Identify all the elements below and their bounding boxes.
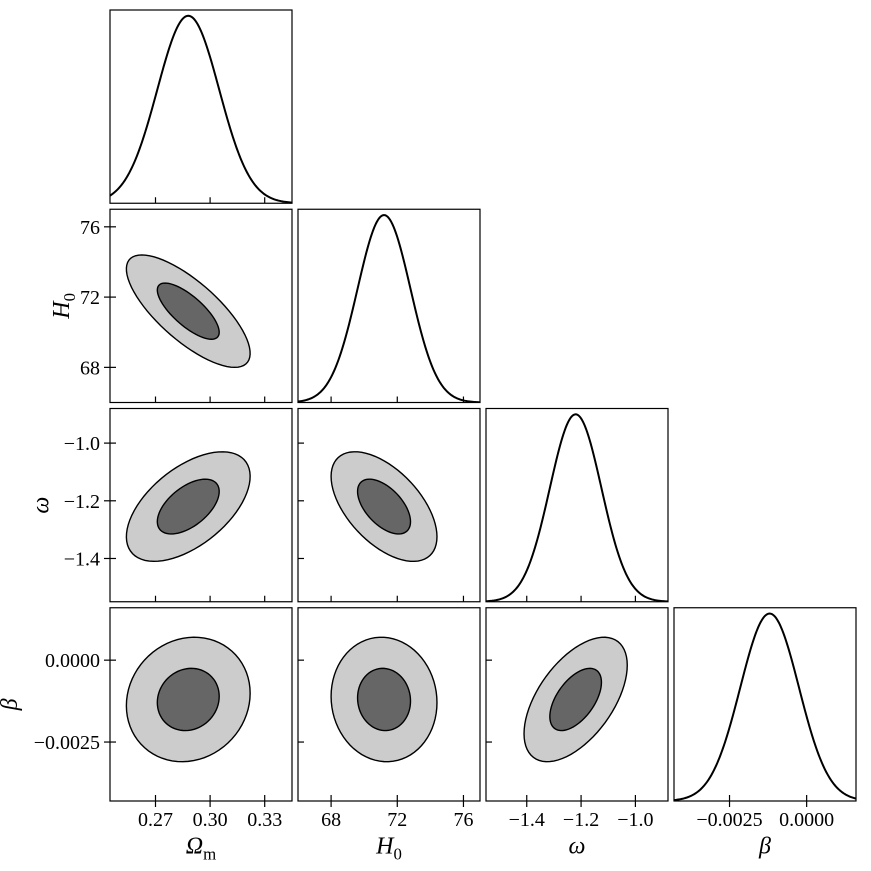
ytick-H0: 72 [80,287,100,309]
xtick-Om: 0.30 [193,809,228,831]
xtick-H0: 76 [453,809,473,831]
ytick-w: −1.4 [64,548,100,570]
ytick-w: −1.0 [64,433,100,455]
xtick-w: −1.0 [617,809,653,831]
xtick-beta: 0.0000 [779,809,834,831]
xlabel-beta: β [758,833,771,859]
ylabel-beta: β [0,698,23,711]
xtick-Om: 0.27 [138,809,173,831]
xtick-H0: 72 [387,809,407,831]
ylabel-w: ω [28,497,54,514]
ytick-H0: 76 [80,217,100,239]
ytick-w: −1.2 [64,491,100,513]
xtick-Om: 0.33 [247,809,282,831]
xtick-beta: −0.0025 [696,809,762,831]
corner-plot: 687276H0−1.4−1.2−1.0ω0.270.300.33Ωm−0.00… [0,0,871,871]
ytick-beta: −0.0025 [34,732,100,754]
xlabel-w: ω [569,833,586,859]
ytick-H0: 68 [80,357,100,379]
xtick-w: −1.2 [563,809,599,831]
xtick-H0: 68 [321,809,341,831]
ytick-beta: 0.0000 [45,650,100,672]
contour-1sigma-beta-H0 [358,668,411,730]
xtick-w: −1.4 [509,809,545,831]
